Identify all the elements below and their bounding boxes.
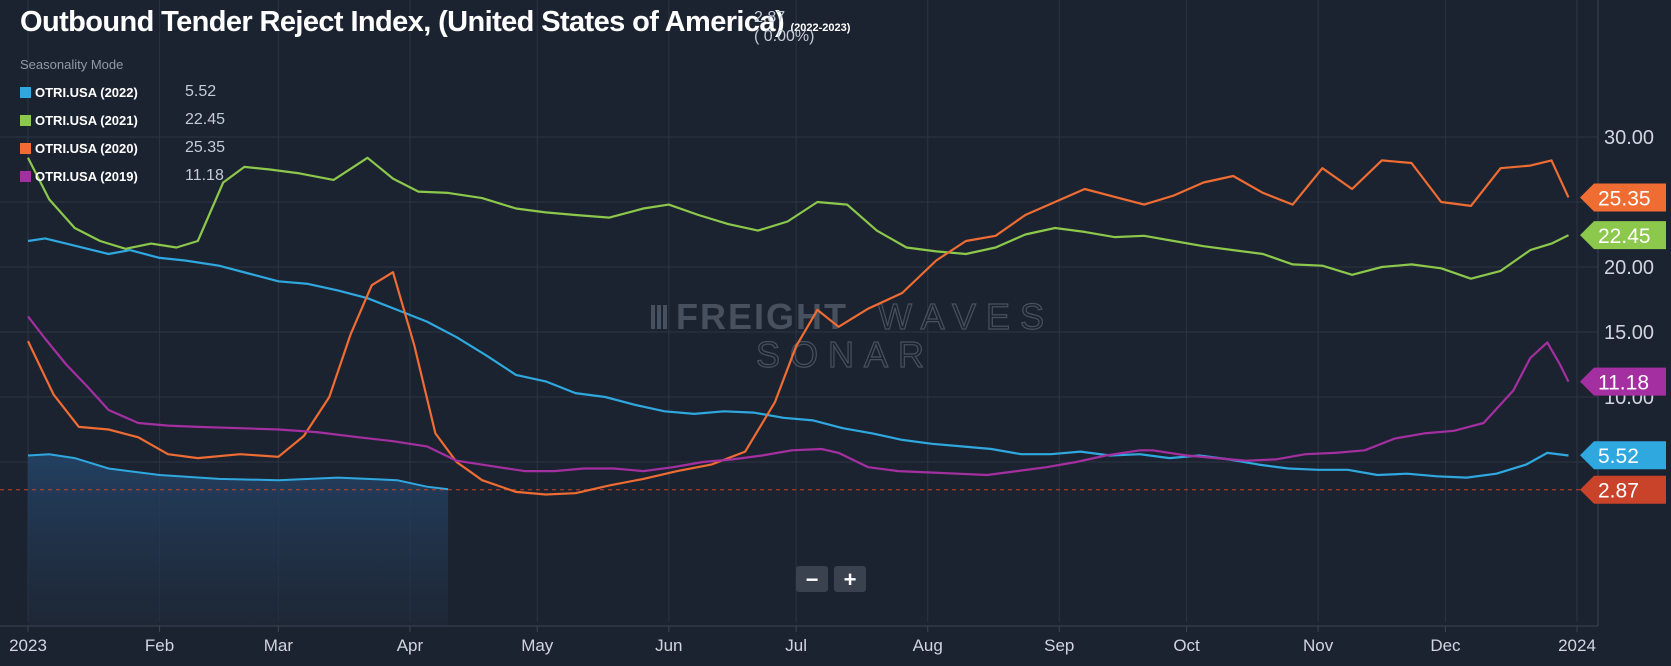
series-layer bbox=[27, 156, 1570, 496]
series-line-2 bbox=[27, 159, 1570, 496]
chart-title: Outbound Tender Reject Index, (United St… bbox=[20, 6, 850, 39]
last-value-flag bbox=[1580, 221, 1666, 250]
x-tick-label: Mar bbox=[264, 636, 294, 655]
last-value: 2.87 bbox=[754, 9, 786, 26]
y-tick-label: 20.00 bbox=[1604, 257, 1654, 279]
x-tick-label: Nov bbox=[1303, 636, 1334, 655]
last-value-flag bbox=[1580, 367, 1666, 396]
legend-value: 25.35 bbox=[185, 139, 226, 156]
legend-name: OTRI.USA (2019) bbox=[35, 168, 138, 184]
legend-value: 11.18 bbox=[185, 167, 224, 184]
last-value-labels: 5.52 22.45 25.35 11.18 2.87 bbox=[1580, 183, 1666, 504]
last-value-flag bbox=[1580, 441, 1666, 470]
y-tick-label: 30.00 bbox=[1604, 127, 1654, 149]
x-tick-label: Aug bbox=[913, 636, 943, 655]
grid-layer bbox=[0, 0, 1598, 622]
series-line-1 bbox=[27, 156, 1569, 280]
watermark: FREIGHT WAVES SONAR bbox=[651, 295, 1054, 376]
legend-item[interactable]: OTRI.USA (2021) 22.45 bbox=[20, 106, 225, 134]
chart-title-range: (2022-2023) bbox=[790, 22, 851, 34]
last-value-readout: 2.87 ( 0.00%) bbox=[754, 8, 814, 46]
last-change: ( 0.00%) bbox=[754, 28, 815, 45]
short-history-area bbox=[28, 454, 449, 625]
zoom-controls: − + bbox=[796, 566, 866, 592]
legend-swatch bbox=[20, 170, 31, 182]
last-value-flag-label: 5.52 bbox=[1598, 445, 1639, 468]
legend-name: OTRI.USA (2020) bbox=[35, 140, 138, 156]
x-tick-label: Oct bbox=[1173, 636, 1200, 655]
zoom-in-button[interactable] bbox=[834, 566, 866, 592]
legend: OTRI.USA (2022) 5.52 OTRI.USA (2021) 22.45 O… bbox=[20, 78, 225, 190]
legend-item[interactable]: OTRI.USA (2019) 11.18 bbox=[20, 162, 225, 190]
last-value-flag-label: 2.87 bbox=[1598, 480, 1639, 503]
plus-icon[interactable]: + bbox=[844, 567, 857, 592]
legend-item[interactable]: OTRI.USA (2022) 5.52 bbox=[20, 78, 225, 106]
legend-item[interactable]: OTRI.USA (2020) 25.35 bbox=[20, 134, 225, 162]
watermark-sonar: SONAR bbox=[756, 334, 934, 375]
last-value-flag-label: 22.45 bbox=[1598, 225, 1651, 248]
x-tick-label: 2023 bbox=[9, 636, 47, 655]
legend-swatch bbox=[20, 86, 31, 98]
last-value-flag bbox=[1580, 475, 1666, 504]
watermark-freight: FREIGHT bbox=[676, 296, 848, 337]
y-tick-label: 15.00 bbox=[1604, 322, 1654, 344]
short-history-line bbox=[27, 453, 449, 491]
legend-name: OTRI.USA (2021) bbox=[35, 112, 138, 128]
last-value-flag-label: 25.35 bbox=[1598, 187, 1651, 210]
zoom-out-button[interactable] bbox=[796, 566, 828, 592]
legend-swatch bbox=[20, 142, 31, 154]
legend-value: 22.45 bbox=[185, 111, 226, 128]
last-value-flag-label: 11.18 bbox=[1598, 372, 1649, 395]
x-tick-label: Feb bbox=[145, 636, 174, 655]
x-tick-label: May bbox=[521, 636, 554, 655]
legend-name: OTRI.USA (2022) bbox=[35, 84, 138, 100]
x-tick-label: Dec bbox=[1430, 636, 1461, 655]
freightwaves-logo-icon bbox=[651, 305, 667, 329]
legend-swatch bbox=[20, 114, 31, 126]
series-line-3 bbox=[27, 315, 1570, 477]
x-tick-label: 2024 bbox=[1558, 636, 1596, 655]
series-line-0 bbox=[27, 237, 1569, 479]
x-tick-label: Sep bbox=[1044, 636, 1074, 655]
legend-value: 5.52 bbox=[185, 83, 217, 100]
chart-title-text: Outbound Tender Reject Index, (United St… bbox=[20, 6, 785, 38]
x-tick-label: Apr bbox=[397, 636, 424, 655]
last-value-flag bbox=[1580, 183, 1666, 212]
seasonality-mode-label: Seasonality Mode bbox=[20, 57, 124, 72]
x-tick-label: Jul bbox=[785, 636, 807, 655]
watermark-waves: WAVES bbox=[878, 296, 1054, 337]
minus-icon[interactable]: − bbox=[806, 567, 819, 592]
x-tick-label: Jun bbox=[655, 636, 682, 655]
